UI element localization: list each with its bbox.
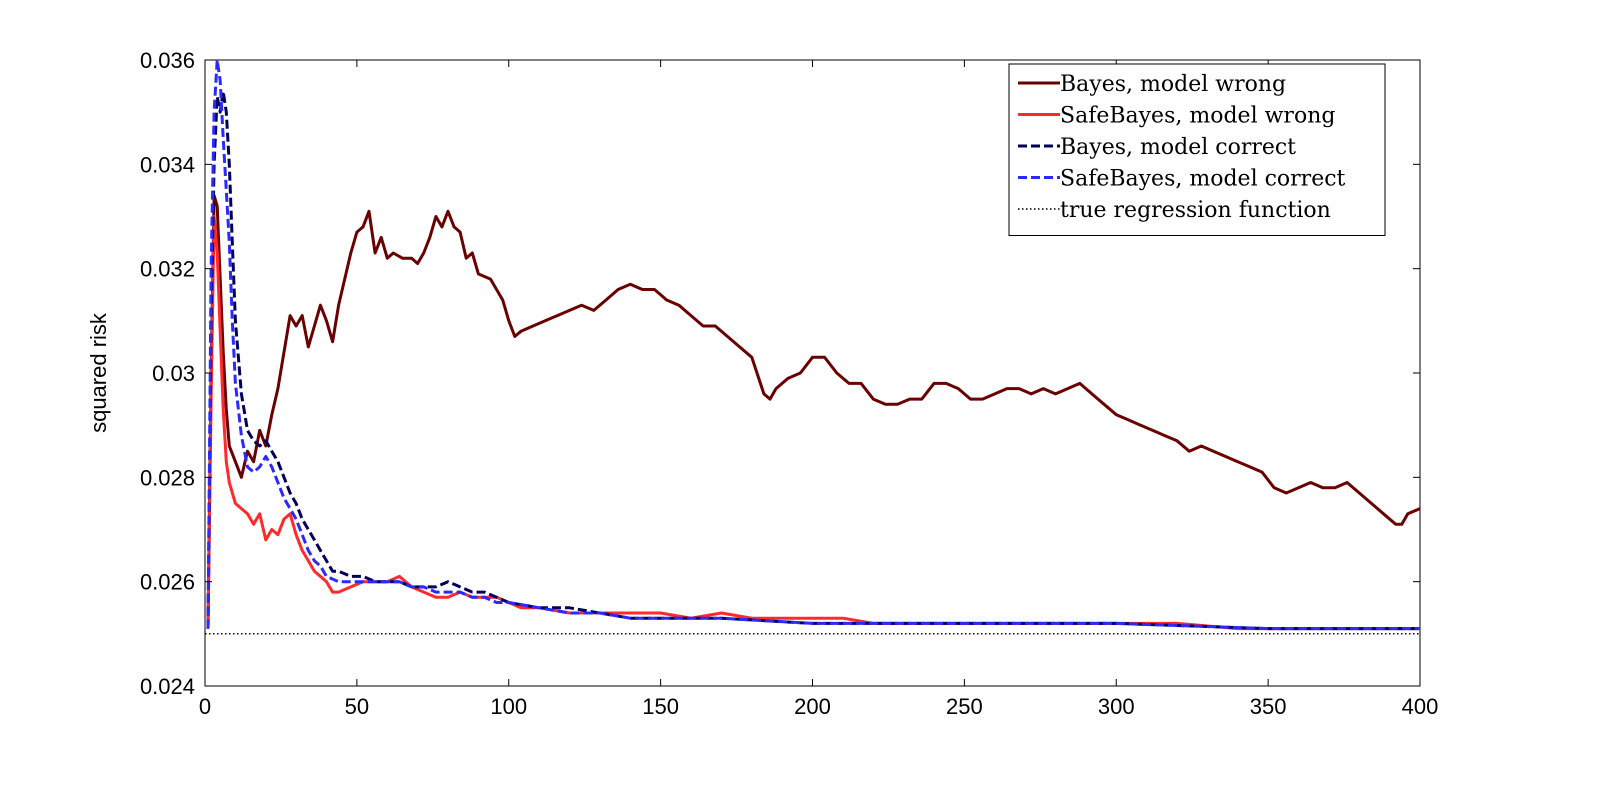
legend: Bayes, model wrong SafeBayes, model wrong… bbox=[1008, 63, 1386, 236]
x-tick-label: 200 bbox=[794, 694, 831, 719]
legend-label: true regression function bbox=[1060, 198, 1331, 223]
series-layer bbox=[205, 58, 1421, 635]
y-tick-label: 0.034 bbox=[140, 152, 195, 177]
y-tick-label: 0.028 bbox=[140, 465, 195, 490]
y-tick-label: 0.032 bbox=[140, 257, 195, 282]
x-tick-label: 400 bbox=[1402, 694, 1439, 719]
legend-entries: Bayes, model wrong SafeBayes, model wrong… bbox=[1018, 72, 1346, 223]
legend-label: SafeBayes, model correct bbox=[1060, 167, 1346, 192]
legend-label: Bayes, model wrong bbox=[1060, 72, 1286, 97]
y-tick-label: 0.036 bbox=[140, 48, 195, 73]
x-tick-label: 250 bbox=[946, 694, 983, 719]
legend-label: Bayes, model correct bbox=[1060, 135, 1296, 160]
legend-box bbox=[1008, 63, 1386, 236]
x-tick-label: 150 bbox=[642, 694, 679, 719]
y-axis-title: squared risk bbox=[86, 312, 111, 433]
y-tick-label: 0.03 bbox=[152, 361, 195, 386]
x-tick-label: 350 bbox=[1250, 694, 1287, 719]
y-axis-ticks: 0.024 0.026 0.028 0.03 0.032 0.034 0.036 bbox=[140, 48, 1420, 699]
x-tick-label: 300 bbox=[1098, 694, 1135, 719]
series-line-0 bbox=[206, 194, 1421, 629]
series-line-2 bbox=[206, 89, 1420, 631]
series-line-1 bbox=[206, 215, 1420, 631]
x-tick-label: 0 bbox=[199, 694, 211, 719]
x-axis-ticks: 0 50 100 150 200 250 300 350 400 bbox=[199, 60, 1438, 719]
legend-label: SafeBayes, model wrong bbox=[1060, 104, 1335, 129]
y-tick-label: 0.026 bbox=[140, 570, 195, 595]
series-line-3 bbox=[206, 58, 1420, 631]
x-tick-label: 50 bbox=[345, 694, 369, 719]
y-tick-label: 0.024 bbox=[140, 674, 195, 699]
x-tick-label: 100 bbox=[490, 694, 527, 719]
